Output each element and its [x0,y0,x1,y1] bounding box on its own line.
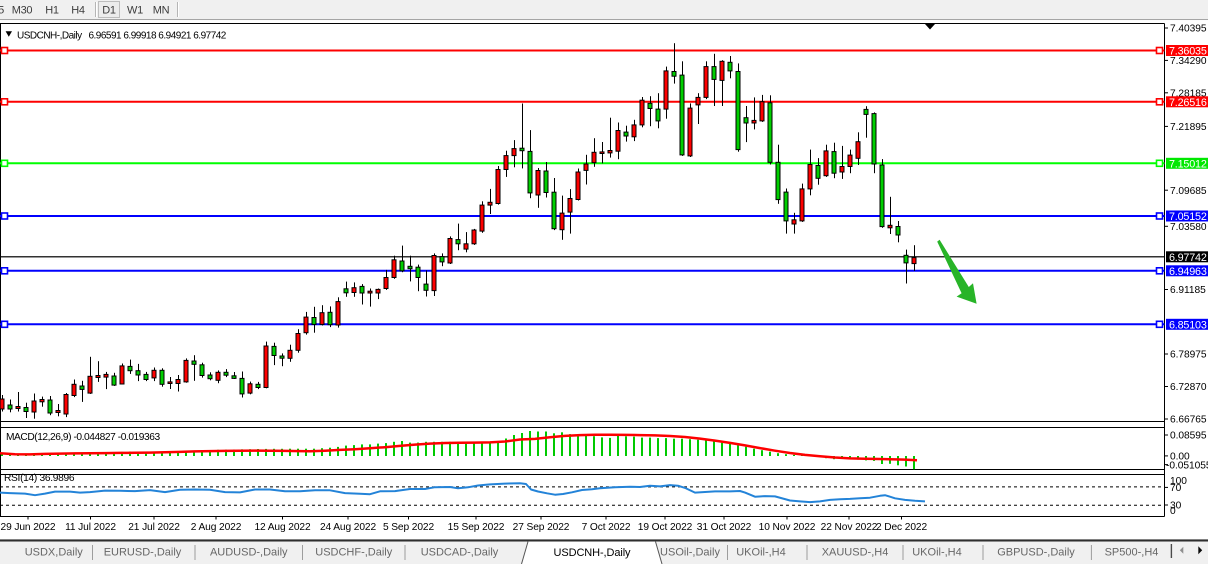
svg-text:27 Sep 2022: 27 Sep 2022 [513,522,570,533]
svg-text:7.15012: 7.15012 [1169,158,1207,170]
svg-text:RSI(14) 36.9896: RSI(14) 36.9896 [4,473,75,484]
svg-text:W1: W1 [127,5,143,17]
svg-text:0.00: 0.00 [1170,452,1190,463]
svg-text:6.78975: 6.78975 [1170,350,1207,361]
svg-text:6.91185: 6.91185 [1170,285,1206,296]
svg-text:D1: D1 [102,5,116,17]
svg-text:11 Jul 2022: 11 Jul 2022 [65,522,116,533]
svg-text:100: 100 [1170,476,1187,487]
svg-text:H1: H1 [45,5,59,17]
svg-text:22 Nov 2022: 22 Nov 2022 [821,522,878,533]
svg-text:10 Nov 2022: 10 Nov 2022 [759,522,816,533]
svg-text:2 Dec 2022: 2 Dec 2022 [876,522,928,533]
svg-text:12 Aug 2022: 12 Aug 2022 [254,522,311,533]
svg-text:GBPUSD-,Daily: GBPUSD-,Daily [997,547,1075,559]
svg-text:2 Aug 2022: 2 Aug 2022 [191,522,242,533]
svg-text:MACD(12,26,9) -0.044827 -0.019: MACD(12,26,9) -0.044827 -0.019363 [6,432,160,443]
svg-text:5 Sep 2022: 5 Sep 2022 [383,522,435,533]
svg-text:UKOil-,H4: UKOil-,H4 [736,547,786,559]
svg-text:M30: M30 [12,5,33,17]
svg-text:H4: H4 [71,5,85,17]
svg-text:7.05152: 7.05152 [1169,211,1207,223]
svg-text:7.36035: 7.36035 [1169,46,1207,58]
svg-text:MN: MN [153,5,170,17]
svg-text:7 Oct 2022: 7 Oct 2022 [582,522,631,533]
svg-text:7.40395: 7.40395 [1170,24,1207,35]
svg-text:70: 70 [1170,483,1182,494]
svg-text:SP500-,H4: SP500-,H4 [1105,547,1159,559]
svg-text:19 Oct 2022: 19 Oct 2022 [638,522,693,533]
svg-text:21 Jul 2022: 21 Jul 2022 [128,522,180,533]
svg-text:USDCNH-,Daily: USDCNH-,Daily [554,547,632,559]
svg-text:7.21895: 7.21895 [1170,122,1207,133]
svg-text:7.09685: 7.09685 [1170,186,1207,197]
svg-text:6.97742: 6.97742 [1169,252,1207,264]
svg-text:7.26516: 7.26516 [1169,97,1207,109]
svg-text:24 Aug 2022: 24 Aug 2022 [320,522,377,533]
svg-text:0: 0 [1170,506,1176,517]
svg-text:XAUUSD-,H4: XAUUSD-,H4 [822,547,889,559]
svg-text:7.28185: 7.28185 [1170,89,1207,100]
svg-text:USDCHF-,Daily: USDCHF-,Daily [315,547,393,559]
svg-text:31 Oct 2022: 31 Oct 2022 [697,522,752,533]
svg-text:USDCNH-,Daily 6.96591 6.9991: USDCNH-,Daily 6.96591 6.99918 6.94921 6.… [17,31,227,42]
svg-text:6.72870: 6.72870 [1170,382,1207,393]
svg-text:USDX,Daily: USDX,Daily [25,547,84,559]
svg-text:7.34290: 7.34290 [1170,56,1207,67]
svg-text:7.03580: 7.03580 [1170,222,1207,233]
svg-text:AUDUSD-,Daily: AUDUSD-,Daily [210,547,288,559]
svg-text:USDCAD-,Daily: USDCAD-,Daily [421,547,499,559]
svg-text:-0.051055: -0.051055 [1166,460,1208,471]
svg-text:5: 5 [0,5,4,17]
svg-text:6.66765: 6.66765 [1170,415,1207,426]
svg-text:UKOil-,H4: UKOil-,H4 [912,547,962,559]
svg-text:15 Sep 2022: 15 Sep 2022 [448,522,505,533]
svg-text:0.08595: 0.08595 [1170,431,1207,442]
svg-text:30: 30 [1170,501,1182,512]
svg-text:6.85103: 6.85103 [1169,319,1207,331]
svg-text:6.94963: 6.94963 [1169,266,1207,278]
svg-text:29 Jun 2022: 29 Jun 2022 [1,522,56,533]
svg-text:USOil-,Daily: USOil-,Daily [660,547,720,559]
svg-text:EURUSD-,Daily: EURUSD-,Daily [104,547,182,559]
